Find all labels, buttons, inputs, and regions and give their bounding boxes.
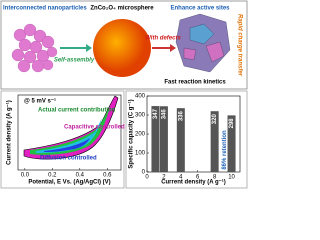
x-tick-label: 0.2 <box>48 173 57 179</box>
x-tick-label: 0 <box>145 175 149 181</box>
y-tick-label: 400 <box>135 94 146 100</box>
arrow-head <box>86 44 92 52</box>
x-tick-label: 0.6 <box>103 173 112 179</box>
annotation: Capacitive controlled <box>64 125 125 131</box>
cv-panel <box>0 90 125 189</box>
x-tick-label: 10 <box>228 175 235 181</box>
annotation: Actual current contribution <box>38 108 116 114</box>
x-axis-label: Current density (A g⁻¹) <box>161 179 226 186</box>
y-tick-label: 100 <box>135 151 146 157</box>
y-axis-label: Specific capacity (C g⁻¹) <box>128 99 135 168</box>
graphical-abstract: Interconnected nanoparticles ZnCo₂O₄ mic… <box>0 0 248 189</box>
bar <box>210 111 219 172</box>
y-tick-label: 0 <box>142 170 146 176</box>
nanoparticles <box>11 23 58 73</box>
bar <box>227 115 236 172</box>
value-label: 346 <box>161 109 167 120</box>
bar <box>176 108 185 172</box>
label: ZnCo₂O₄ microsphere <box>90 6 154 12</box>
bar <box>151 106 160 172</box>
annotation: 86% retention <box>222 130 228 170</box>
value-label: 320 <box>212 114 218 125</box>
label: Fast reaction kinetics <box>164 80 226 86</box>
value-label: 336 <box>178 110 184 121</box>
label: Enhance active sites <box>170 6 230 12</box>
label: Self-assembly <box>54 58 95 64</box>
x-tick-label: 6 <box>196 175 200 181</box>
y-tick-label: 200 <box>135 132 146 138</box>
label: With defects <box>145 36 181 42</box>
x-tick-label: 0.4 <box>76 173 85 179</box>
annotation: @ 5 mV s⁻¹ <box>24 98 56 105</box>
plot-frame <box>17 94 122 171</box>
arrow-head <box>170 44 176 52</box>
annotation: Diffusion controlled <box>40 156 97 162</box>
y-axis-label: Current density (A g⁻¹) <box>6 100 13 165</box>
label: Rapid charge transfer <box>236 14 242 77</box>
x-tick-label: 4 <box>179 175 183 181</box>
y-tick-label: 300 <box>135 113 146 119</box>
cv-curves <box>23 95 119 160</box>
x-tick-label: 0.0 <box>21 173 30 179</box>
microsphere <box>93 19 151 77</box>
x-tick-label: 2 <box>162 175 166 181</box>
value-label: 347 <box>153 108 159 119</box>
crystal-structure <box>175 13 231 73</box>
bar <box>159 106 168 172</box>
x-tick-label: 8 <box>213 175 217 181</box>
x-axis-label: Potential, E Vs. (Ag/AgCl) (V) <box>28 180 110 186</box>
value-label: 298 <box>229 118 235 129</box>
label: Interconnected nanoparticles <box>3 6 87 12</box>
